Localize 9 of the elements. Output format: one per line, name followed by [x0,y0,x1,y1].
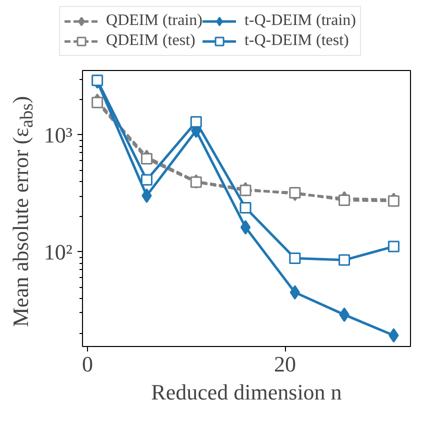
x-tick-label: 0 [82,352,93,376]
legend-label: t-Q-DEIM (train) [244,11,356,31]
y-tick-label: 10² [44,239,73,264]
legend-label: QDEIM (train) [106,11,202,31]
x-tick-label: 20 [274,352,296,376]
legend-label: t-Q-DEIM (test) [244,31,349,51]
legend-label: QDEIM (test) [106,31,196,51]
x-axis-title: Reduced dimension n [151,380,342,404]
y-tick-label: 10³ [44,122,73,148]
